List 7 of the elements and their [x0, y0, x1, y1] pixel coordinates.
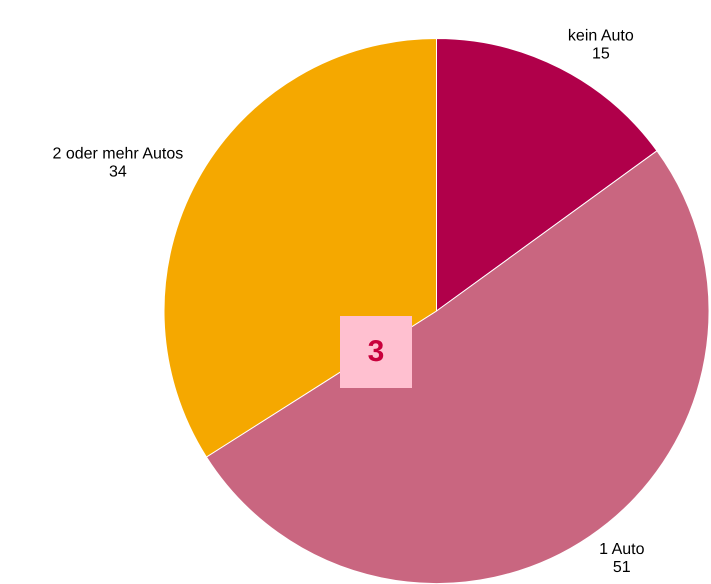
slice-label: 2 oder mehr Autos — [52, 145, 184, 162]
slice-label: 1 Auto — [599, 541, 645, 558]
slice-label: kein Auto — [568, 27, 634, 44]
data-label: 51 — [612, 559, 631, 576]
data-label: 15 — [592, 45, 610, 62]
text: 3 — [340, 316, 412, 388]
data-label: 34 — [108, 163, 127, 180]
